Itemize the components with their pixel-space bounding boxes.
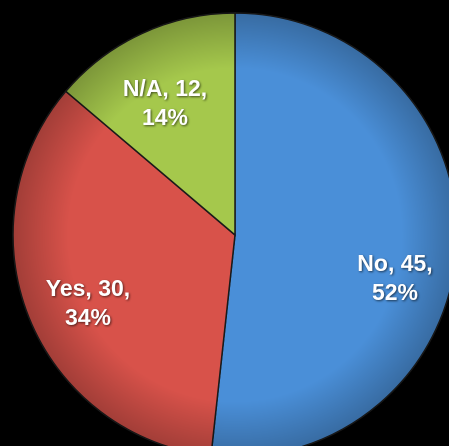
slice-label: N/A, 12, 14%: [122, 75, 208, 130]
slice-label: Yes, 30, 34%: [45, 275, 131, 330]
slice-label: No, 45, 52%: [357, 250, 433, 305]
pie-slice: [211, 12, 449, 446]
